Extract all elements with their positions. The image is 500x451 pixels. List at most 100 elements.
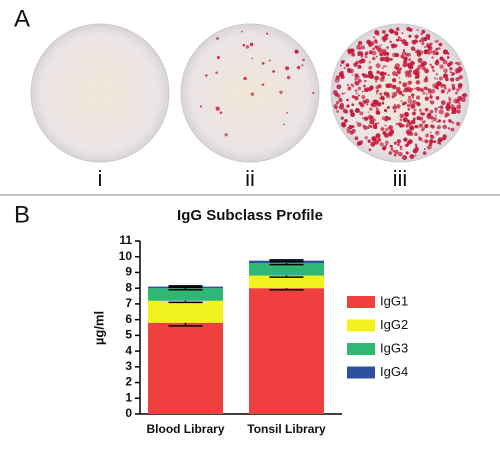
spot xyxy=(427,35,430,38)
spot xyxy=(458,83,462,86)
spot xyxy=(400,54,405,59)
spot xyxy=(410,119,416,125)
spot xyxy=(400,67,402,70)
spot xyxy=(381,30,385,34)
spot xyxy=(418,137,423,141)
spot xyxy=(446,56,450,59)
spot xyxy=(406,143,410,146)
spot xyxy=(346,98,349,102)
spot xyxy=(442,84,446,87)
spot xyxy=(451,71,456,76)
spot xyxy=(392,91,398,97)
spot xyxy=(396,104,401,109)
spot xyxy=(402,117,408,123)
spot xyxy=(362,124,366,128)
spot xyxy=(445,106,451,112)
spot xyxy=(283,123,285,126)
spot xyxy=(403,59,408,64)
spot xyxy=(409,81,412,84)
spot xyxy=(364,51,369,55)
y-tick-label: 1 xyxy=(125,390,132,404)
x-tick-label: Blood Library xyxy=(146,422,224,436)
spot xyxy=(435,73,439,76)
spot xyxy=(450,127,455,132)
spot xyxy=(432,69,436,73)
spot xyxy=(423,49,429,55)
spot xyxy=(371,103,375,107)
spot xyxy=(407,107,411,111)
spot xyxy=(215,71,218,74)
spot xyxy=(242,43,246,47)
spot xyxy=(396,70,401,75)
spot xyxy=(451,121,455,125)
spot xyxy=(216,56,220,60)
spot xyxy=(405,52,409,57)
spot xyxy=(200,105,203,108)
bar-segment xyxy=(249,288,324,414)
y-tick-label: 5 xyxy=(125,328,132,342)
spot xyxy=(424,68,429,74)
spot xyxy=(417,64,422,70)
spot xyxy=(350,112,356,118)
spot xyxy=(354,74,360,80)
spot xyxy=(351,112,354,115)
spot xyxy=(438,109,444,115)
legend-label: IgG4 xyxy=(380,364,408,379)
spot xyxy=(367,114,373,120)
spot xyxy=(369,107,373,111)
spot xyxy=(416,51,419,54)
spot xyxy=(294,49,299,54)
spot xyxy=(435,39,439,43)
spot xyxy=(339,64,342,67)
spot xyxy=(388,151,393,155)
spot xyxy=(411,93,415,97)
spot xyxy=(389,40,392,44)
spot xyxy=(342,108,348,114)
spot xyxy=(401,124,405,128)
spot xyxy=(381,49,387,54)
spot xyxy=(348,124,353,130)
spot xyxy=(363,116,369,121)
spot xyxy=(361,90,364,93)
spot xyxy=(425,43,431,49)
spot xyxy=(442,134,447,139)
well xyxy=(30,23,170,163)
spot xyxy=(389,129,395,135)
spot xyxy=(409,125,415,131)
spot xyxy=(410,103,416,109)
spot xyxy=(393,103,396,106)
spot xyxy=(450,77,455,82)
spot xyxy=(368,61,371,64)
spot xyxy=(380,127,385,131)
spot xyxy=(444,86,447,90)
spot xyxy=(376,110,381,115)
well-label: ii xyxy=(245,166,255,191)
well xyxy=(180,23,320,163)
spot xyxy=(384,93,387,96)
spot xyxy=(362,99,367,104)
spot xyxy=(403,111,410,118)
spot xyxy=(204,74,208,77)
spot xyxy=(347,71,350,74)
spot xyxy=(406,132,411,136)
error-bar xyxy=(168,285,203,289)
spot xyxy=(359,111,364,116)
spot xyxy=(402,155,408,160)
spot xyxy=(439,142,442,145)
bar-segment xyxy=(249,263,324,276)
spot xyxy=(375,106,379,110)
spot xyxy=(379,92,383,96)
spot xyxy=(421,41,425,46)
spot xyxy=(364,55,368,59)
spot xyxy=(402,62,407,68)
spot xyxy=(403,101,407,105)
spot xyxy=(414,51,417,54)
spot xyxy=(386,59,390,63)
spot xyxy=(396,86,401,92)
spot xyxy=(438,42,443,47)
spot xyxy=(446,92,449,94)
spot xyxy=(379,52,384,57)
spot xyxy=(368,73,375,79)
spot xyxy=(429,93,432,96)
spot xyxy=(393,30,397,34)
